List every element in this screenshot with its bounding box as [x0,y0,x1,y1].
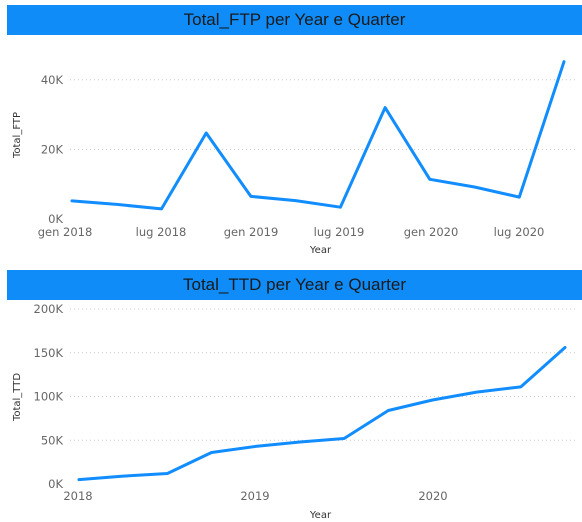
chart-2-plot: 0K 50K 100K 150K 200K 2018 2019 2020 Year Total_T… [12,302,575,521]
y-tick-label: 100K [34,390,64,404]
x-tick-label: 2019 [240,489,269,503]
x-tick-label: gen 2019 [224,225,279,239]
y-axis-title: Total_FTP [12,112,23,159]
y-tick-label: 50K [41,433,64,447]
chart-1-title: Total_FTP per Year e Quarter [7,5,582,35]
x-tick-label: 2020 [418,489,447,503]
y-tick-label: 0K [48,212,63,226]
x-tick-label: lug 2018 [136,225,187,239]
series-line [77,346,567,482]
x-tick-label: lug 2020 [494,225,545,239]
series-line [70,60,566,211]
x-axis-title: Year [309,510,332,521]
chart-2-title: Total_TTD per Year e Quarter [7,270,582,300]
chart-1-plot: 0K 20K 40K gen 2018 lug 2018 gen 2019 lug 2019… [12,60,575,256]
x-axis-title: Year [309,245,332,256]
x-tick-label: gen 2020 [404,225,459,239]
y-tick-label: 40K [41,73,64,87]
x-tick-label: gen 2018 [38,225,93,239]
y-axis-title: Total_TTD [12,373,23,422]
x-tick-label: lug 2019 [314,225,365,239]
y-tick-label: 0K [48,477,63,491]
y-tick-label: 150K [34,346,64,360]
y-tick-label: 20K [41,142,64,156]
x-tick-label: 2018 [63,489,92,503]
y-tick-label: 200K [34,302,64,316]
